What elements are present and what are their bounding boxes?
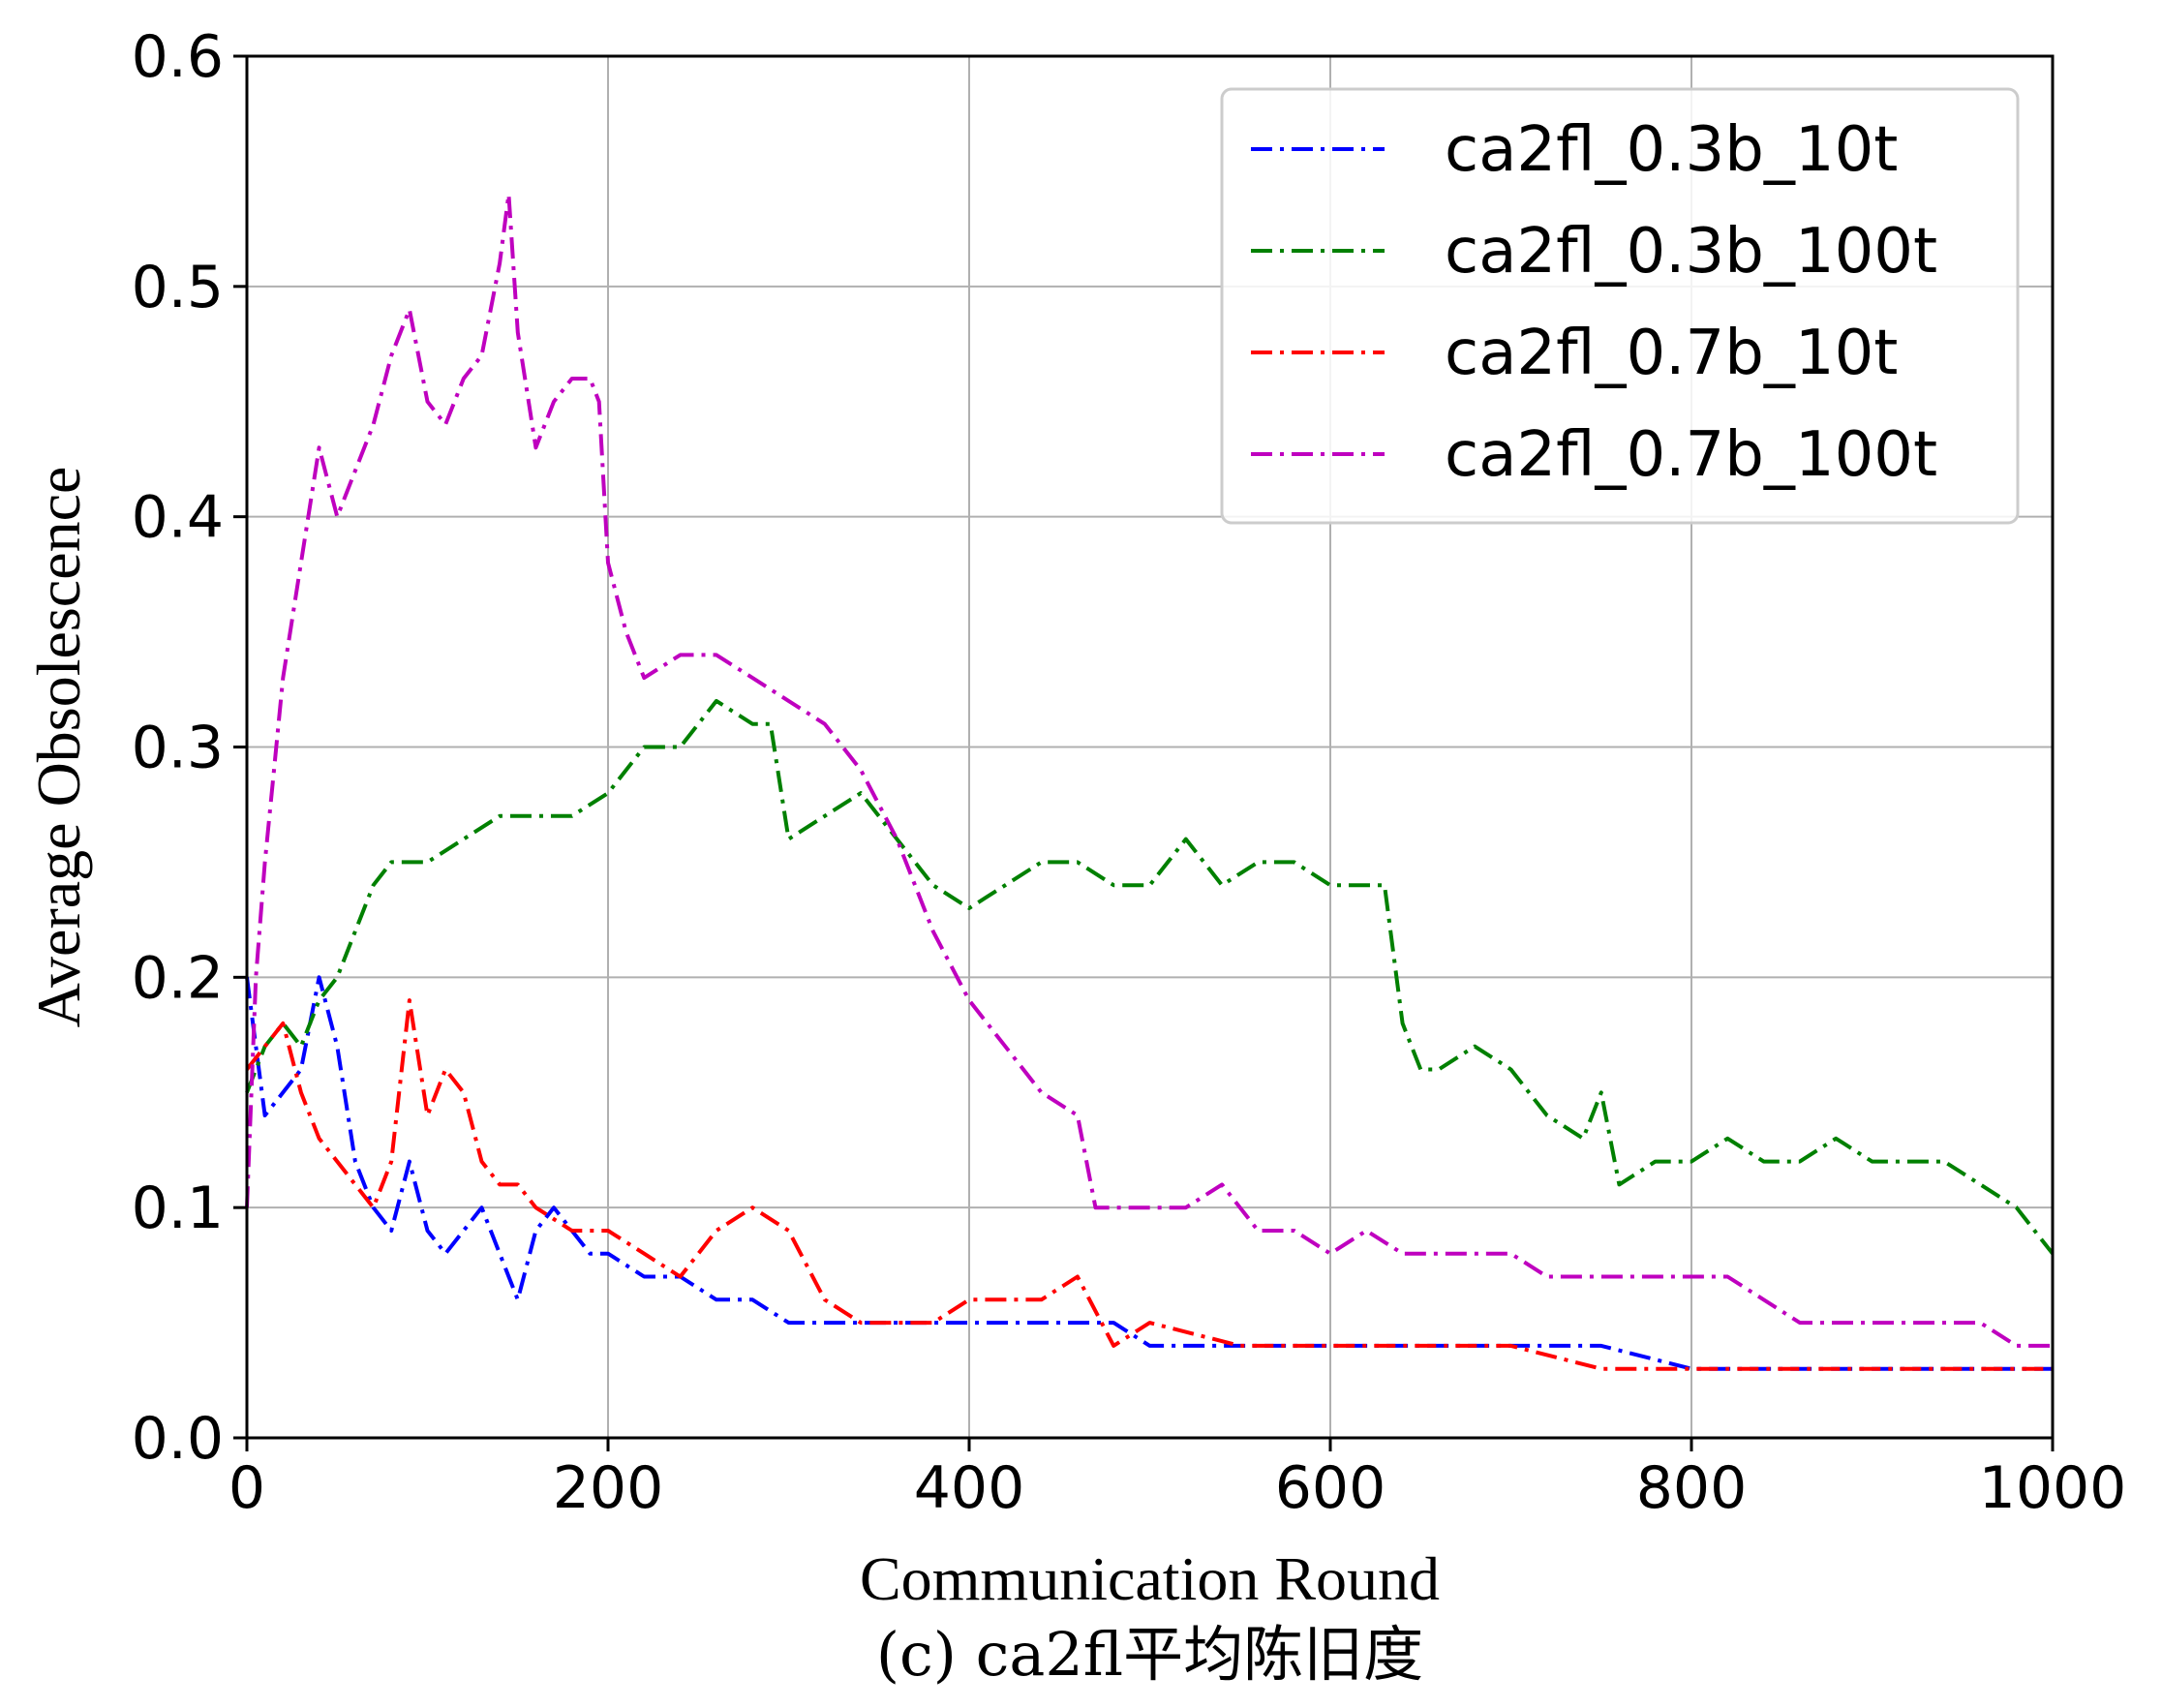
legend-item: ca2fl_0.3b_10t	[1251, 114, 1898, 186]
ticks	[233, 54, 2055, 1451]
series-ca2fl_0.7b_10t	[245, 998, 2054, 1371]
y-tick-label: 0.6	[132, 23, 224, 91]
x-axis-title: Communication Round	[860, 1544, 1440, 1613]
y-tick-label: 0.3	[132, 715, 224, 782]
tick-labels: 0 200 400 600 800 1000 0.0 0.1 0.2 0.3 0.4 0.5 0.6	[132, 23, 2127, 1522]
legend-box	[1220, 87, 2020, 525]
legend-item: ca2fl_0.7b_10t	[1251, 318, 1898, 389]
legend-item: ca2fl_0.3b_100t	[1251, 216, 1937, 288]
y-axis-title: Average Obsolescence	[24, 467, 93, 1028]
series-ca2fl_0.7b_100t	[245, 192, 2054, 1348]
legend-item: ca2fl_0.7b_100t	[1251, 419, 1937, 491]
legend-label: ca2fl_0.7b_100t	[1445, 419, 1937, 491]
series-ca2fl_0.3b_100t	[245, 698, 2055, 1255]
figure-caption: (c) ca2fl平均陈旧度	[876, 1619, 1423, 1690]
y-tick-label: 0.1	[132, 1174, 224, 1242]
x-tick-label: 400	[914, 1454, 1025, 1522]
y-tick-label: 0.2	[132, 944, 224, 1012]
legend: ca2fl_0.3b_10t ca2fl_0.3b_100t ca2fl_0.7b_…	[1220, 87, 2020, 525]
legend-label: ca2fl_0.3b_100t	[1445, 216, 1937, 288]
x-tick-label: 200	[553, 1454, 664, 1522]
series-line	[245, 698, 2055, 1255]
x-tick-label: 1000	[1979, 1454, 2127, 1522]
y-tick-label: 0.4	[132, 484, 224, 552]
x-tick-label: 800	[1636, 1454, 1748, 1522]
x-tick-label: 600	[1275, 1454, 1386, 1522]
series-line	[245, 998, 2053, 1371]
y-tick-label: 0.0	[132, 1405, 224, 1473]
legend-label: ca2fl_0.3b_10t	[1445, 114, 1898, 186]
series-layer	[245, 192, 2055, 1371]
x-tick-label: 0	[228, 1454, 265, 1522]
legend-label: ca2fl_0.7b_10t	[1445, 318, 1898, 389]
y-tick-label: 0.5	[132, 254, 224, 321]
